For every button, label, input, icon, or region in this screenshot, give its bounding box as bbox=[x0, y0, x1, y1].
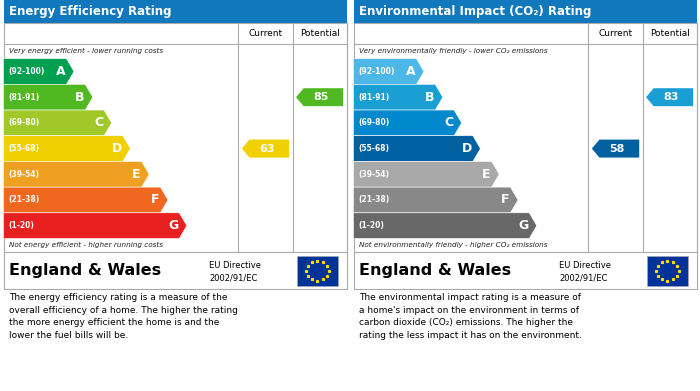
Polygon shape bbox=[4, 59, 74, 84]
Text: B: B bbox=[425, 91, 435, 104]
Polygon shape bbox=[4, 187, 168, 213]
Text: Current: Current bbox=[248, 29, 283, 38]
Text: D: D bbox=[462, 142, 472, 155]
Text: Not environmentally friendly - higher CO₂ emissions: Not environmentally friendly - higher CO… bbox=[358, 242, 547, 248]
Text: Environmental Impact (CO₂) Rating: Environmental Impact (CO₂) Rating bbox=[358, 5, 591, 18]
Text: Potential: Potential bbox=[650, 29, 690, 38]
Text: G: G bbox=[168, 219, 178, 232]
Polygon shape bbox=[4, 84, 93, 110]
Text: 85: 85 bbox=[314, 92, 329, 102]
Bar bbox=[647, 256, 688, 285]
Bar bbox=[354, 0, 696, 23]
Polygon shape bbox=[354, 84, 443, 110]
Polygon shape bbox=[4, 110, 111, 136]
Polygon shape bbox=[242, 140, 289, 158]
Text: England & Wales: England & Wales bbox=[358, 263, 511, 278]
Text: A: A bbox=[406, 65, 416, 78]
Text: EU Directive: EU Directive bbox=[209, 261, 261, 270]
Text: EU Directive: EU Directive bbox=[559, 261, 611, 270]
Text: Very energy efficient - lower running costs: Very energy efficient - lower running co… bbox=[8, 47, 163, 54]
Text: (1-20): (1-20) bbox=[358, 221, 384, 230]
Text: 2002/91/EC: 2002/91/EC bbox=[209, 274, 258, 283]
Bar bbox=[4, 23, 346, 252]
Polygon shape bbox=[296, 88, 343, 106]
Polygon shape bbox=[354, 59, 424, 84]
Text: Energy Efficiency Rating: Energy Efficiency Rating bbox=[8, 5, 171, 18]
Text: Potential: Potential bbox=[300, 29, 339, 38]
Text: C: C bbox=[444, 117, 454, 129]
Polygon shape bbox=[4, 136, 130, 161]
Text: B: B bbox=[75, 91, 85, 104]
Text: E: E bbox=[482, 168, 491, 181]
Text: 83: 83 bbox=[664, 92, 679, 102]
Polygon shape bbox=[354, 213, 537, 239]
Text: The environmental impact rating is a measure of
a home's impact on the environme: The environmental impact rating is a mea… bbox=[358, 293, 582, 340]
Text: F: F bbox=[151, 194, 160, 206]
Text: (39-54): (39-54) bbox=[8, 170, 40, 179]
Text: (92-100): (92-100) bbox=[358, 67, 395, 76]
Text: (81-91): (81-91) bbox=[8, 93, 40, 102]
Text: (92-100): (92-100) bbox=[8, 67, 45, 76]
Text: C: C bbox=[94, 117, 104, 129]
Text: (1-20): (1-20) bbox=[8, 221, 34, 230]
Polygon shape bbox=[354, 161, 499, 187]
Text: Not energy efficient - higher running costs: Not energy efficient - higher running co… bbox=[8, 242, 162, 248]
Polygon shape bbox=[354, 187, 518, 213]
Text: (55-68): (55-68) bbox=[8, 144, 40, 153]
Polygon shape bbox=[4, 161, 149, 187]
Bar bbox=[354, 252, 696, 289]
Text: (81-91): (81-91) bbox=[358, 93, 390, 102]
Text: Very environmentally friendly - lower CO₂ emissions: Very environmentally friendly - lower CO… bbox=[358, 47, 547, 54]
Text: 63: 63 bbox=[260, 143, 275, 154]
Text: (69-80): (69-80) bbox=[8, 118, 40, 127]
Text: D: D bbox=[112, 142, 122, 155]
Polygon shape bbox=[354, 136, 480, 161]
Text: 2002/91/EC: 2002/91/EC bbox=[559, 274, 608, 283]
Polygon shape bbox=[592, 140, 639, 158]
Text: (55-68): (55-68) bbox=[358, 144, 390, 153]
Text: E: E bbox=[132, 168, 141, 181]
Bar bbox=[4, 252, 346, 289]
Text: (21-38): (21-38) bbox=[358, 196, 390, 204]
Text: G: G bbox=[518, 219, 528, 232]
Text: The energy efficiency rating is a measure of the
overall efficiency of a home. T: The energy efficiency rating is a measur… bbox=[8, 293, 237, 340]
Polygon shape bbox=[4, 213, 187, 239]
Text: (69-80): (69-80) bbox=[358, 118, 390, 127]
Text: England & Wales: England & Wales bbox=[8, 263, 161, 278]
Text: (39-54): (39-54) bbox=[358, 170, 390, 179]
Text: A: A bbox=[56, 65, 66, 78]
Bar bbox=[354, 23, 696, 252]
Text: F: F bbox=[501, 194, 510, 206]
Polygon shape bbox=[354, 110, 461, 136]
Polygon shape bbox=[646, 88, 693, 106]
Text: Current: Current bbox=[598, 29, 633, 38]
Bar bbox=[4, 0, 346, 23]
Text: 58: 58 bbox=[610, 143, 625, 154]
Text: (21-38): (21-38) bbox=[8, 196, 40, 204]
Bar bbox=[297, 256, 338, 285]
